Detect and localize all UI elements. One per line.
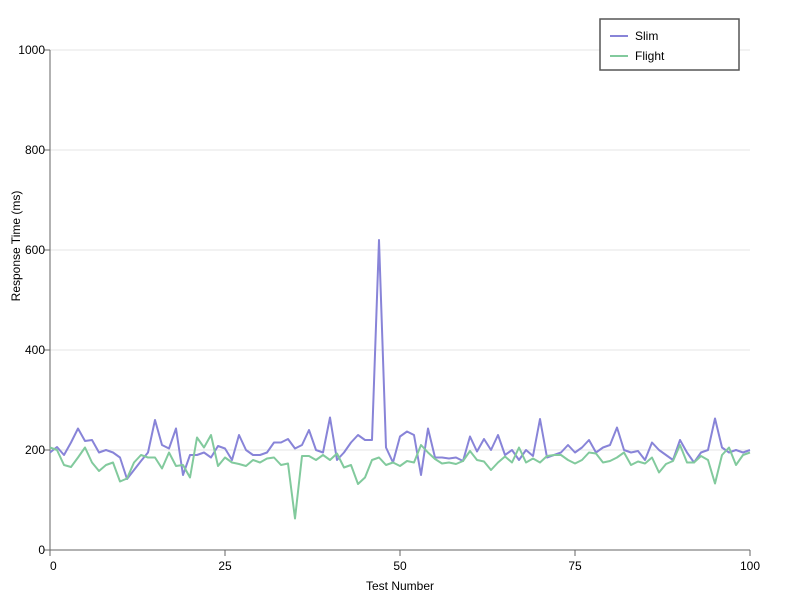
grid-lines	[50, 49, 750, 451]
x-tick-label: 50	[393, 559, 407, 573]
y-tick-label: 600	[25, 243, 45, 257]
tick-labels: 0 200 400 600 800 1000 0 25 50 75 100	[18, 43, 760, 573]
x-axis-title: Test Number	[366, 579, 434, 593]
x-tick-label: 25	[218, 559, 232, 573]
y-tick-label: 400	[25, 343, 45, 357]
x-tick-label: 0	[50, 559, 57, 573]
series-line-slim	[49, 239, 751, 480]
legend-label-slim: Slim	[635, 29, 658, 43]
y-tick-label: 1000	[18, 43, 45, 57]
series-lines	[49, 239, 751, 520]
legend-box	[599, 18, 740, 71]
axes	[49, 50, 750, 551]
y-tick-label: 200	[25, 443, 45, 457]
x-tick-label: 75	[568, 559, 582, 573]
y-tick-label: 0	[38, 543, 45, 557]
legend: Slim Flight	[599, 18, 740, 71]
y-axis-title: Response Time (ms)	[9, 191, 23, 302]
x-tick-label: 100	[740, 559, 760, 573]
legend-label-flight: Flight	[635, 49, 665, 63]
series-line-flight	[49, 434, 751, 520]
y-tick-label: 800	[25, 143, 45, 157]
